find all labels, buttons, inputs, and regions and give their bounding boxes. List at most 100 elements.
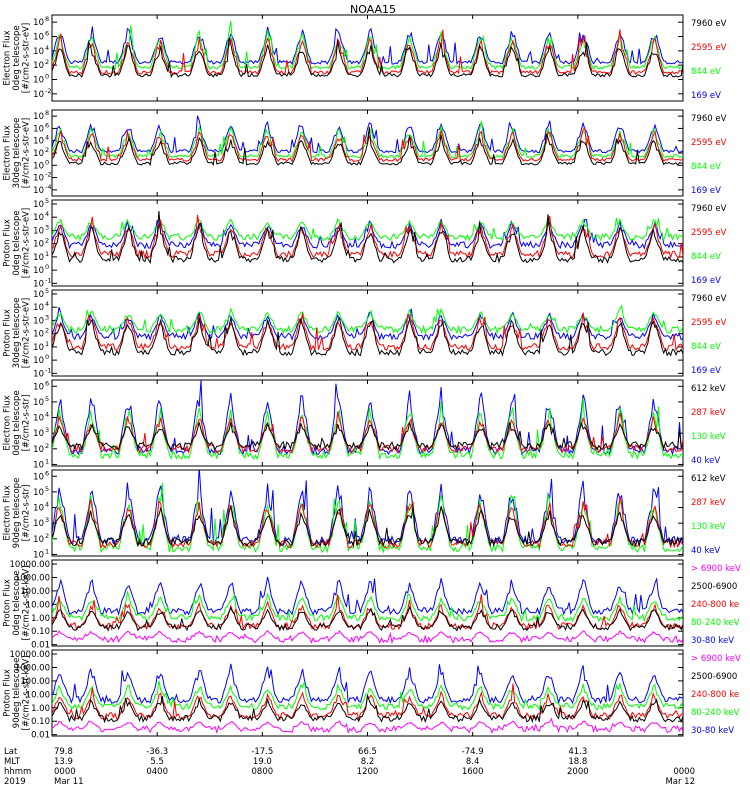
x-tick-label: 0400	[146, 767, 168, 777]
y-axis-label-line: [#/cm2-s-str-eV]	[22, 118, 32, 188]
y-tick-exponent: 1	[45, 547, 49, 555]
legend-entry: 169 eV	[691, 276, 721, 286]
y-axis-label-line: Electron Flux	[3, 30, 13, 85]
y-tick-label: 10	[33, 398, 44, 408]
x-tick-label: 18.8	[568, 757, 587, 767]
y-axis-label-line: 0deg telescope	[12, 570, 22, 635]
series-line	[52, 380, 683, 456]
y-tick-exponent: 8	[45, 15, 49, 23]
y-tick-label: 10	[33, 519, 44, 529]
y-axis-label: MEPEDElectron Flux0deg telescope[#/cm2-s…	[0, 390, 32, 455]
series-group	[52, 20, 683, 79]
y-tick-exponent: -1	[45, 366, 51, 374]
y-tick-exponent: 3	[45, 223, 49, 231]
y-tick-label: 10	[33, 429, 44, 439]
x-tick-label: Mar 12	[665, 777, 695, 787]
y-tick-label: 10	[33, 472, 44, 482]
y-tick-label: 10	[33, 290, 44, 300]
y-tick-label: 10	[33, 137, 44, 147]
y-tick-label: 10	[33, 33, 44, 43]
y-tick-exponent: -2	[45, 171, 51, 179]
x-tick-label: -74.9	[462, 747, 484, 757]
series-group	[52, 380, 683, 461]
legend-entry: 80-240 keV	[691, 708, 740, 718]
legend-entry: 2500-6900	[691, 672, 737, 682]
x-tick-label: 79.8	[54, 747, 73, 757]
y-tick-label: 10	[33, 174, 44, 184]
legend-entry: 2595 eV	[691, 138, 727, 148]
x-row-label: hhmm	[4, 767, 31, 777]
y-tick-label: 10	[33, 303, 44, 313]
y-axis-label-line: [#/cm2-s-str-eV]	[22, 208, 32, 278]
y-tick-label: 10	[33, 316, 44, 326]
y-axis-label: MEPEDElectron Flux90deg telescope[#/cm2-…	[0, 478, 32, 549]
y-tick-exponent: 2	[45, 442, 49, 450]
y-axis-label-line: Electron Flux	[3, 395, 13, 450]
y-axis-label: TEDElectron Flux0deg telescope[#/cm2-s-s…	[0, 23, 32, 93]
series-group	[52, 210, 683, 265]
series-line	[52, 216, 683, 242]
y-axis-label: MEPEDProton Flux0deg telescope[#/cm2-s-s…	[0, 566, 32, 641]
x-tick-label: 19.0	[253, 757, 272, 767]
y-tick-label: 10	[33, 343, 44, 353]
series-group	[52, 304, 683, 357]
legend-entry: > 6900 keV	[691, 654, 741, 664]
y-tick-label: 1.00	[31, 704, 50, 714]
y-axis-label-line: Proton Flux	[3, 219, 13, 267]
y-tick-exponent: 8	[45, 109, 49, 117]
y-tick-exponent: 3	[45, 516, 49, 524]
y-tick-label: 0.10	[31, 627, 50, 637]
legend-entry: 80-240 keV	[691, 618, 740, 628]
legend-entry: 40 keV	[691, 456, 720, 466]
legend-entry: 30-80 keV	[691, 726, 734, 736]
y-tick-label: 10	[33, 414, 44, 424]
y-axis-label: TEDProton Flux30deg telescope[#/cm2-s-st…	[0, 298, 32, 369]
y-tick-label: 10	[33, 279, 44, 289]
y-axis-label-line: Electron Flux	[3, 125, 13, 180]
x-tick-label: 41.3	[568, 747, 587, 757]
y-tick-exponent: 6	[45, 30, 49, 38]
legend-entry: 612 keV	[691, 474, 726, 484]
legend-entry: > 6900 keV	[691, 564, 741, 574]
legend-entry: 240-800 ke	[691, 690, 739, 700]
y-tick-exponent: 5	[45, 485, 49, 493]
y-tick-label: 10	[33, 266, 44, 276]
y-tick-exponent: 6	[45, 379, 49, 387]
x-tick-label: 1600	[462, 767, 484, 777]
y-tick-exponent: 5	[45, 395, 49, 403]
y-axis-label-line: MEPED	[0, 678, 3, 708]
y-axis-label-line: TED	[0, 144, 3, 163]
y-tick-label: 10000.00	[9, 560, 50, 570]
legend-entry: 287 keV	[691, 498, 726, 508]
legend-entry: 844 eV	[691, 252, 721, 262]
y-tick-label: 10	[33, 213, 44, 223]
y-tick-exponent: 2	[45, 532, 49, 540]
series-line	[52, 717, 683, 735]
y-axis-label-line: 0deg telescope	[12, 25, 22, 90]
series-line	[52, 576, 683, 616]
x-tick-label: 8.2	[361, 757, 375, 767]
series-line	[52, 210, 683, 265]
y-axis-label-line: TED	[0, 324, 3, 343]
y-tick-label: 10	[33, 47, 44, 57]
y-axis-label-line: 30deg telescope	[12, 298, 22, 369]
series-line	[52, 38, 683, 79]
legend-entry: 2595 eV	[691, 228, 727, 238]
legend-entry: 169 eV	[691, 91, 721, 101]
series-group	[52, 115, 683, 167]
x-row-label: 2019	[4, 777, 26, 787]
y-tick-label: 10.00	[26, 690, 50, 700]
y-tick-exponent: 5	[45, 197, 49, 205]
y-tick-label: 0.01	[31, 731, 50, 741]
y-tick-exponent: 4	[45, 44, 49, 52]
series-line	[52, 590, 683, 624]
y-tick-exponent: 0	[45, 263, 49, 271]
legend-entry: 169 eV	[691, 186, 721, 196]
y-axis-label-line: Proton Flux	[3, 579, 13, 627]
y-tick-label: 10	[33, 445, 44, 455]
